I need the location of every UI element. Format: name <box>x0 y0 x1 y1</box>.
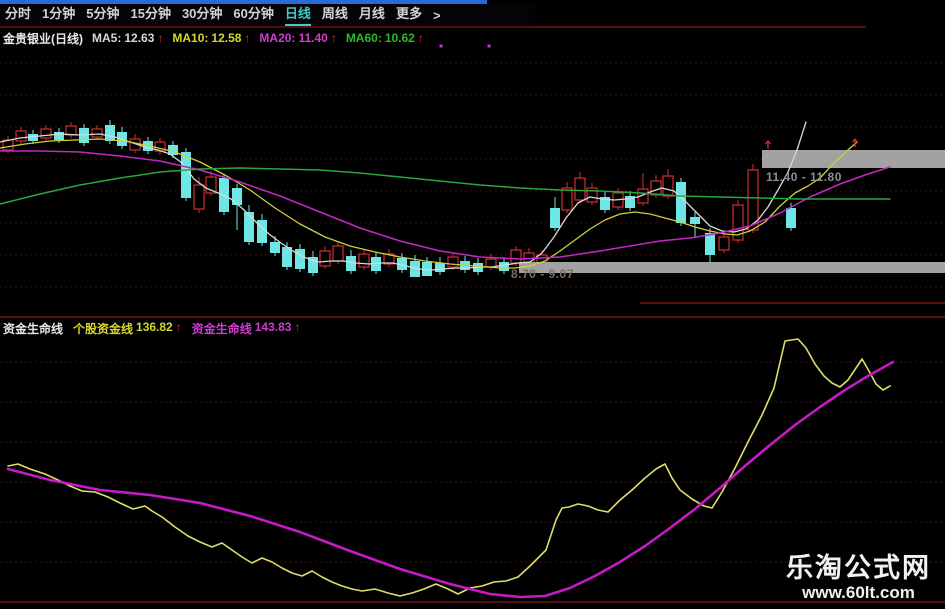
up-arrow-icon: ↑ <box>417 31 424 45</box>
period-tab-3[interactable]: 15分钟 <box>130 6 171 21</box>
period-tab-5[interactable]: 60分钟 <box>233 6 274 21</box>
period-tab-4[interactable]: 30分钟 <box>181 6 223 21</box>
watermark-site-name: 乐淘公式网 <box>786 553 931 583</box>
up-arrow-icon: ↑ <box>294 319 301 334</box>
up-arrow-icon: ↑ <box>244 31 251 45</box>
watermark-url: www.60lt.com <box>802 583 915 602</box>
ma-item-0: MA5: 12.63 ↑ <box>92 31 164 45</box>
chevron-right-icon[interactable]: > <box>432 7 441 23</box>
period-items: 分时 1分钟 5分钟 15分钟 30分钟 60分钟 日线 周线 月线 更多 <box>5 4 422 26</box>
ma-item-3: MA60: 10.62 ↑ <box>345 31 424 45</box>
indicator-values: 个股资金线 136.82 ↑ 资金生命线 143.83 ↑ <box>73 320 300 337</box>
period-tab-9[interactable]: 更多 <box>395 6 422 21</box>
up-arrow-icon: ↑ <box>330 31 337 45</box>
period-tab-7[interactable]: 周线 <box>321 6 348 21</box>
period-tab-0[interactable]: 分时 <box>5 6 32 21</box>
period-tab-6[interactable]: 日线 <box>284 4 311 26</box>
ma-item-1: MA10: 12.58 ↑ <box>172 31 251 45</box>
ma-item-2: MA20: 11.40 ↑ <box>259 31 337 45</box>
period-tab-2[interactable]: 5分钟 <box>86 6 120 21</box>
up-arrow-icon: ↑ <box>157 31 164 45</box>
top-accent-bar <box>0 0 487 4</box>
period-tab-1[interactable]: 1分钟 <box>42 6 76 21</box>
ma-info-bar: 金贵银业(日线) MA5: 12.63 ↑ MA10: 12.58 ↑ MA20: 11.40… <box>0 29 424 47</box>
indicator-title: 资金生命线 <box>3 321 64 336</box>
indicator-header: 资金生命线 个股资金线 136.82 ↑ 资金生命线 143.83 ↑ <box>0 319 300 337</box>
price-range-label-0: 11.40 - 11.80 <box>766 170 842 184</box>
period-tab-8[interactable]: 月线 <box>358 6 385 21</box>
price-range-label-1: 8.70 - 9.07 <box>511 267 574 281</box>
indicator-item-0: 个股资金线 136.82 ↑ <box>73 319 182 336</box>
indicator-item-1: 资金生命线 143.83 ↑ <box>191 319 301 336</box>
ma-values: MA5: 12.63 ↑ MA10: 12.58 ↑ MA20: 11.40 ↑ MA60: 10.… <box>92 31 424 45</box>
watermark: 乐淘公式网 www.60lt.com <box>786 553 931 602</box>
period-toolbar: 分时 1分钟 5分钟 15分钟 30分钟 60分钟 日线 周线 月线 更多 > <box>0 4 535 26</box>
up-arrow-icon: ↑ <box>175 319 182 334</box>
stock-title: 金贵银业(日线) <box>3 31 83 46</box>
